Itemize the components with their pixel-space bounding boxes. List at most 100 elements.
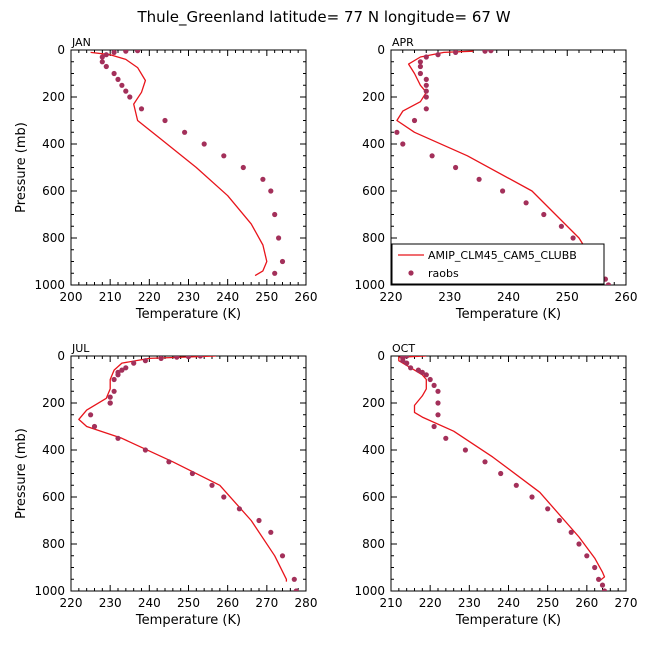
- raobs-point: [162, 117, 168, 124]
- raobs-point: [111, 376, 117, 383]
- raobs-point: [99, 54, 105, 60]
- raobs-point: [415, 367, 421, 373]
- raobs-point: [111, 70, 117, 77]
- y-tick-label: 1000: [34, 278, 65, 292]
- raobs-point: [276, 235, 282, 241]
- raobs-point: [576, 541, 582, 547]
- raobs-point: [99, 59, 105, 65]
- y-tick-label: 200: [42, 90, 65, 104]
- raobs-point: [209, 482, 215, 488]
- y-tick-label: 800: [362, 537, 385, 551]
- legend-box: [391, 243, 605, 285]
- raobs-point: [568, 529, 574, 535]
- raobs-point: [240, 164, 246, 171]
- x-axis-title: Temperature (K): [135, 613, 241, 628]
- raobs-point: [488, 50, 494, 54]
- raobs-point: [570, 235, 576, 241]
- raobs-point: [256, 517, 262, 524]
- raobs-point: [88, 412, 94, 418]
- x-axis-title: Temperature (K): [455, 613, 561, 628]
- x-tick-label: 270: [255, 596, 278, 610]
- y-tick-label: 1000: [354, 584, 385, 598]
- raobs-point: [529, 494, 535, 500]
- raobs-point: [268, 188, 274, 194]
- raobs-point: [115, 435, 121, 441]
- y-tick-label: 1000: [34, 584, 65, 598]
- y-tick-label: 600: [42, 490, 65, 504]
- panel-oct: 210 220 230 240 250 260 270 0 200 400 600 800 1000 OC…: [354, 342, 637, 628]
- raobs-point: [111, 50, 117, 55]
- raobs-point: [166, 459, 172, 465]
- y-tick-label: 0: [57, 349, 65, 363]
- raobs-point: [599, 582, 606, 588]
- raobs-point: [476, 176, 482, 182]
- y-tick-label: 400: [362, 137, 385, 151]
- x-tick-label: 250: [556, 290, 579, 304]
- legend-marker-swatch: [408, 270, 414, 276]
- raobs-point: [103, 52, 109, 58]
- raobs-point: [411, 117, 418, 124]
- raobs-point: [119, 82, 125, 88]
- x-tick-label: 220: [380, 290, 403, 304]
- figure-title: Thule_Greenland latitude= 77 N longitude…: [136, 8, 510, 27]
- panel-jan: 200 210 220 230 240 250 260 0 200 400 600 800 1000 JA…: [14, 36, 317, 322]
- plot-frame: [70, 49, 307, 286]
- raobs-point: [417, 59, 423, 65]
- raobs-point: [523, 200, 529, 206]
- raobs-point: [127, 94, 133, 100]
- raobs-point: [500, 188, 506, 194]
- x-tick-label: 220: [138, 290, 161, 304]
- x-tick-label: 240: [497, 596, 520, 610]
- raobs-point: [513, 482, 519, 488]
- raobs-point: [174, 356, 180, 360]
- plot-area: [90, 50, 286, 277]
- x-tick-label: 280: [295, 596, 318, 610]
- model-profile-line: [78, 356, 288, 582]
- x-tick-label: 210: [380, 596, 403, 610]
- raobs-point: [462, 447, 468, 453]
- y-tick-label: 600: [42, 184, 65, 198]
- raobs-point: [279, 258, 286, 265]
- x-tick-label: 270: [615, 596, 638, 610]
- raobs-point: [423, 76, 429, 82]
- raobs-point: [268, 529, 274, 535]
- y-tick-label: 600: [362, 490, 385, 504]
- plot-frame: [70, 355, 307, 592]
- raobs-point: [435, 52, 441, 58]
- raobs-point: [119, 367, 125, 373]
- x-axis-title: Temperature (K): [455, 307, 561, 322]
- raobs-point: [123, 50, 129, 54]
- x-tick-label: 230: [438, 290, 461, 304]
- raobs-point: [221, 153, 227, 159]
- raobs-point: [482, 50, 488, 54]
- y-axis-title: Pressure (mb): [14, 428, 29, 519]
- raobs-point: [103, 63, 109, 70]
- y-tick-label: 1000: [354, 278, 385, 292]
- raobs-point: [408, 365, 414, 371]
- y-tick-label: 800: [42, 231, 65, 245]
- raobs-point: [142, 447, 148, 453]
- model-profile-line: [398, 356, 606, 583]
- raobs-point: [111, 388, 117, 394]
- raobs-point: [429, 153, 435, 159]
- x-tick-label: 230: [99, 596, 122, 610]
- x-tick-label: 250: [177, 596, 200, 610]
- raobs-point: [197, 356, 203, 359]
- raobs-point: [221, 494, 227, 500]
- x-tick-label: 220: [419, 596, 442, 610]
- raobs-point: [592, 564, 598, 571]
- y-tick-label: 0: [377, 43, 385, 57]
- raobs-point: [545, 506, 551, 512]
- model-profile-line: [90, 51, 268, 277]
- raobs-point: [135, 50, 141, 54]
- y-axis-title: Pressure (mb): [14, 122, 29, 213]
- raobs-point: [423, 88, 429, 94]
- y-tick-label: 200: [42, 396, 65, 410]
- raobs-point: [427, 376, 433, 383]
- x-axis-title: Temperature (K): [135, 307, 241, 322]
- plot-frame: [390, 355, 627, 592]
- raobs-point: [419, 369, 425, 375]
- y-tick-label: 400: [42, 137, 65, 151]
- raobs-point: [115, 372, 121, 378]
